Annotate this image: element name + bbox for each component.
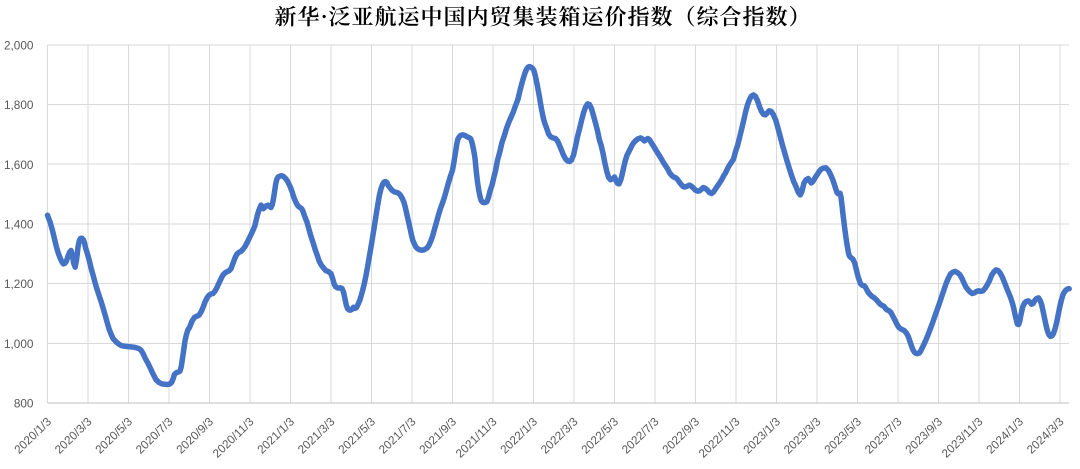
svg-text:2022/3/3: 2022/3/3 — [538, 414, 581, 456]
svg-text:2023/3/3: 2023/3/3 — [781, 414, 824, 456]
svg-text:1,800: 1,800 — [4, 98, 34, 112]
svg-text:1,200: 1,200 — [4, 277, 34, 291]
svg-text:1,400: 1,400 — [4, 218, 34, 232]
svg-text:2020/3/3: 2020/3/3 — [52, 414, 95, 456]
svg-text:2022/5/3: 2022/5/3 — [578, 414, 621, 456]
svg-text:2024/3/3: 2024/3/3 — [1024, 414, 1067, 456]
svg-text:2021/5/3: 2021/5/3 — [335, 414, 378, 456]
svg-text:2024/1/3: 2024/1/3 — [983, 414, 1026, 456]
svg-text:2023/5/3: 2023/5/3 — [821, 414, 864, 456]
svg-text:800: 800 — [14, 397, 34, 411]
svg-text:2021/1/3: 2021/1/3 — [254, 414, 297, 456]
svg-text:2022/11/3: 2022/11/3 — [696, 414, 743, 460]
svg-text:2022/7/3: 2022/7/3 — [619, 414, 662, 456]
svg-text:2023/7/3: 2023/7/3 — [862, 414, 905, 456]
svg-text:1,600: 1,600 — [4, 158, 34, 172]
svg-text:2023/11/3: 2023/11/3 — [939, 414, 986, 460]
svg-text:2021/11/3: 2021/11/3 — [453, 414, 500, 460]
svg-text:2020/1/3: 2020/1/3 — [11, 414, 54, 456]
svg-text:2023/1/3: 2023/1/3 — [740, 414, 783, 456]
svg-text:1,000: 1,000 — [4, 337, 34, 351]
svg-text:2021/7/3: 2021/7/3 — [376, 414, 419, 456]
svg-text:2021/3/3: 2021/3/3 — [295, 414, 338, 456]
svg-text:2020/5/3: 2020/5/3 — [92, 414, 135, 456]
svg-text:2022/1/3: 2022/1/3 — [497, 414, 540, 456]
svg-text:2020/7/3: 2020/7/3 — [133, 414, 176, 456]
svg-text:2,000: 2,000 — [4, 38, 34, 52]
svg-text:2020/11/3: 2020/11/3 — [210, 414, 257, 460]
